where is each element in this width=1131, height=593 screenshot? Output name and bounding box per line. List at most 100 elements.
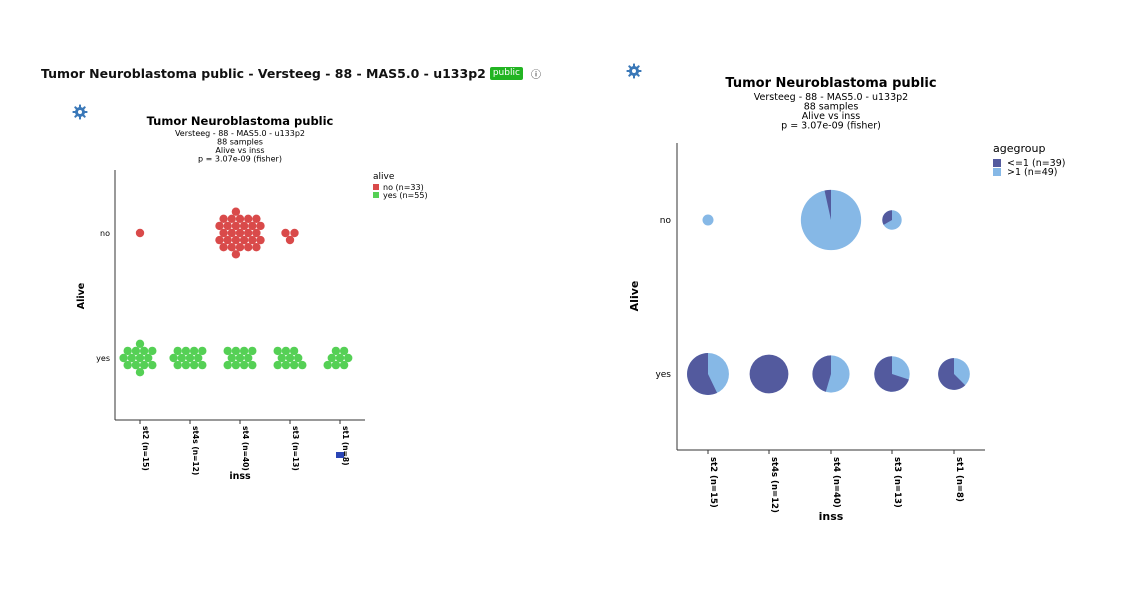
pie[interactable] [687, 353, 729, 395]
data-point[interactable] [277, 353, 286, 363]
data-point[interactable] [139, 346, 149, 356]
data-point[interactable] [244, 353, 253, 363]
data-point[interactable] [235, 243, 245, 252]
data-point[interactable] [239, 235, 249, 245]
pie-slice[interactable] [812, 355, 831, 392]
data-point[interactable] [135, 228, 145, 238]
data-point[interactable] [127, 353, 136, 363]
pie-slice[interactable] [874, 356, 909, 392]
data-point[interactable] [239, 221, 249, 231]
data-point[interactable] [294, 353, 303, 363]
data-point[interactable] [173, 346, 182, 356]
data-point[interactable] [219, 228, 228, 238]
data-point[interactable] [169, 353, 178, 363]
data-point[interactable] [148, 360, 157, 370]
data-point[interactable] [231, 360, 241, 370]
pie[interactable] [749, 354, 789, 394]
data-point[interactable] [344, 353, 353, 363]
data-point[interactable] [215, 235, 224, 245]
data-point[interactable] [135, 368, 145, 377]
pie[interactable] [702, 214, 714, 226]
data-point[interactable] [252, 228, 261, 238]
pie[interactable] [812, 355, 850, 393]
data-point[interactable] [231, 250, 241, 259]
data-point[interactable] [281, 346, 291, 356]
gear-icon[interactable] [626, 63, 642, 79]
data-point[interactable] [231, 221, 241, 231]
data-point[interactable] [223, 221, 232, 231]
pie-slice[interactable] [687, 353, 718, 395]
data-point[interactable] [181, 360, 191, 370]
data-point[interactable] [331, 346, 341, 356]
data-point[interactable] [235, 353, 245, 363]
data-point[interactable] [231, 346, 241, 356]
pie-slice[interactable] [938, 358, 966, 390]
data-point[interactable] [223, 360, 232, 370]
data-point[interactable] [239, 346, 249, 356]
data-point[interactable] [123, 346, 132, 356]
data-point[interactable] [131, 346, 141, 356]
data-point[interactable] [227, 243, 236, 252]
data-point[interactable] [248, 346, 257, 356]
data-point[interactable] [144, 353, 153, 363]
data-point[interactable] [185, 353, 195, 363]
data-point[interactable] [244, 243, 253, 252]
data-point[interactable] [281, 360, 291, 370]
info-icon[interactable]: ⓘ [530, 70, 541, 81]
data-point[interactable] [331, 360, 341, 370]
public-badge[interactable]: public [489, 67, 523, 80]
data-point[interactable] [135, 339, 145, 348]
data-point[interactable] [289, 346, 299, 356]
pie[interactable] [874, 356, 910, 392]
data-point[interactable] [256, 221, 265, 231]
data-point[interactable] [227, 353, 236, 363]
data-point[interactable] [135, 353, 145, 363]
pie-slice[interactable] [824, 189, 831, 220]
data-point[interactable] [281, 228, 290, 238]
data-point[interactable] [227, 214, 236, 223]
data-point[interactable] [219, 243, 228, 252]
data-point[interactable] [248, 360, 257, 370]
data-point[interactable] [289, 360, 299, 370]
data-point[interactable] [235, 214, 245, 223]
data-point[interactable] [323, 360, 332, 370]
data-point[interactable] [339, 360, 349, 370]
data-point[interactable] [148, 346, 157, 356]
data-point[interactable] [119, 353, 128, 363]
data-point[interactable] [248, 235, 257, 245]
data-point[interactable] [198, 360, 207, 370]
data-point[interactable] [189, 346, 199, 356]
data-point[interactable] [123, 360, 132, 370]
pie-slice[interactable] [749, 354, 789, 394]
pie[interactable] [800, 189, 862, 251]
data-point[interactable] [244, 228, 253, 238]
data-point[interactable] [231, 207, 241, 216]
data-point[interactable] [339, 346, 349, 356]
data-point[interactable] [285, 353, 295, 363]
data-point[interactable] [248, 221, 257, 231]
data-point[interactable] [298, 360, 307, 370]
data-point[interactable] [273, 346, 282, 356]
data-point[interactable] [173, 360, 182, 370]
data-point[interactable] [327, 353, 336, 363]
data-point[interactable] [223, 346, 232, 356]
data-point[interactable] [252, 243, 261, 252]
data-point[interactable] [256, 235, 265, 245]
data-point[interactable] [335, 353, 345, 363]
data-point[interactable] [231, 235, 241, 245]
data-point[interactable] [189, 360, 199, 370]
data-point[interactable] [177, 353, 186, 363]
data-point[interactable] [252, 214, 261, 223]
pie-slice[interactable] [702, 214, 714, 226]
data-point[interactable] [181, 346, 191, 356]
pie-slice[interactable] [882, 210, 892, 225]
pie[interactable] [882, 210, 902, 230]
gear-icon[interactable] [72, 104, 88, 120]
data-point[interactable] [198, 346, 207, 356]
data-point[interactable] [235, 228, 245, 238]
data-point[interactable] [194, 353, 203, 363]
data-point[interactable] [219, 214, 228, 223]
data-point[interactable] [285, 235, 295, 245]
data-point[interactable] [239, 360, 249, 370]
data-point[interactable] [227, 228, 236, 238]
